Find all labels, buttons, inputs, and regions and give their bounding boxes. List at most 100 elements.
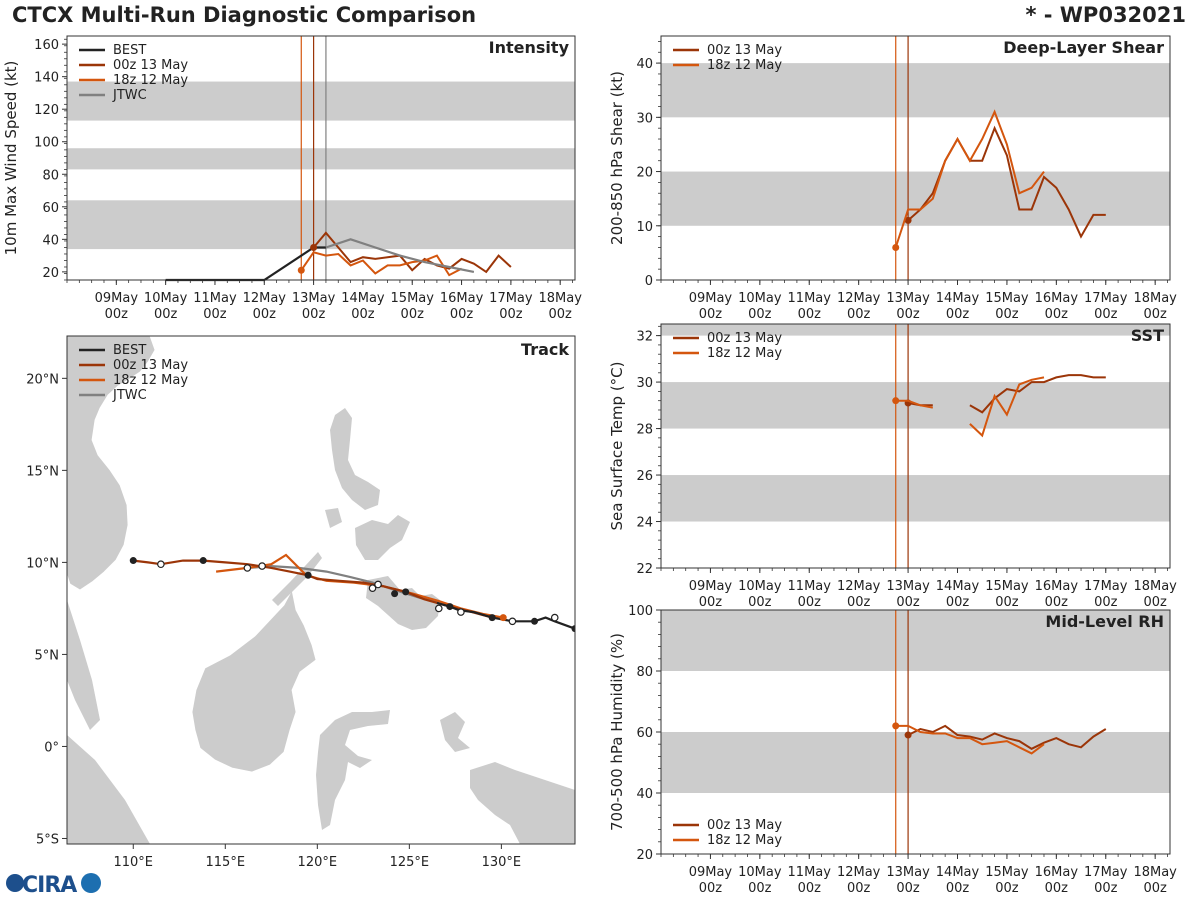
rh-x-tick-day: 10May bbox=[738, 865, 782, 880]
shear-x-tick-hour: 00z bbox=[1045, 307, 1069, 322]
track-marker-filled bbox=[304, 571, 312, 579]
intensity-y-tick-label: 100 bbox=[34, 136, 59, 151]
land-sulawesi bbox=[316, 710, 390, 830]
intensity-x-tick-hour: 00z bbox=[154, 307, 178, 322]
intensity-legend-label: BEST bbox=[113, 43, 146, 58]
land-palawan bbox=[272, 552, 322, 606]
land-halmahera bbox=[440, 712, 470, 752]
rh-legend-label: 18z 12 May bbox=[707, 833, 782, 848]
shear-x-tick-hour: 00z bbox=[1143, 307, 1167, 322]
intensity-x-tick-day: 10May bbox=[144, 291, 188, 306]
shear-x-tick-day: 15May bbox=[985, 291, 1029, 306]
shear-legend-label: 00z 13 May bbox=[707, 43, 782, 58]
sst-legend-label: 00z 13 May bbox=[707, 331, 782, 346]
intensity-y-tick-label: 60 bbox=[42, 201, 59, 216]
intensity-x-tick-day: 17May bbox=[489, 291, 533, 306]
shear-y-tick-label: 0 bbox=[645, 274, 653, 289]
intensity-legend-label: 00z 13 May bbox=[113, 58, 188, 73]
rh-x-tick-day: 16May bbox=[1035, 865, 1079, 880]
intensity-x-tick-day: 09May bbox=[95, 291, 139, 306]
track-panel-title: Track bbox=[521, 340, 569, 359]
track-legend-label: 00z 13 May bbox=[113, 358, 188, 373]
rh-x-tick-hour: 00z bbox=[847, 881, 871, 896]
land-visayas bbox=[355, 515, 410, 560]
track-x-tick-label: 125°E bbox=[390, 855, 430, 870]
sst-y-tick-label: 26 bbox=[636, 469, 653, 484]
intensity-legend-label: 18z 12 May bbox=[113, 73, 188, 88]
intensity-start-marker-18z bbox=[297, 266, 305, 274]
shear-x-tick-day: 16May bbox=[1035, 291, 1079, 306]
land-new-guinea bbox=[470, 762, 575, 844]
intensity-y-tick-label: 140 bbox=[34, 71, 59, 86]
track-y-tick-label: 5°N bbox=[35, 648, 60, 663]
intensity-y-tick-label: 160 bbox=[34, 38, 59, 53]
cira-logo-globe bbox=[6, 874, 24, 892]
rh-panel-title: Mid-Level RH bbox=[1045, 612, 1164, 631]
cira-logo-text: CIRA bbox=[22, 873, 77, 898]
sst-x-tick-day: 11May bbox=[788, 579, 832, 594]
rh-x-tick-day: 13May bbox=[886, 865, 930, 880]
rh-panel: 2040608010009May00z10May00z11May00z12May… bbox=[608, 604, 1177, 896]
rh-start-marker-00z bbox=[904, 731, 912, 739]
track-legend-label: JTWC bbox=[112, 388, 147, 403]
sst-x-tick-day: 17May bbox=[1084, 579, 1128, 594]
rh-x-tick-day: 09May bbox=[689, 865, 733, 880]
shear-y-tick-label: 40 bbox=[636, 57, 653, 72]
intensity-x-tick-hour: 00z bbox=[450, 307, 474, 322]
sst-x-tick-day: 09May bbox=[689, 579, 733, 594]
sst-shaded-band bbox=[661, 475, 1170, 522]
rh-start-marker-18z bbox=[892, 722, 900, 730]
sst-start-marker-18z bbox=[892, 397, 900, 405]
intensity-series-18z bbox=[300, 251, 463, 277]
rh-shaded-band bbox=[661, 732, 1170, 793]
intensity-x-tick-hour: 00z bbox=[105, 307, 129, 322]
sst-x-tick-hour: 00z bbox=[1094, 595, 1118, 610]
shear-x-tick-hour: 00z bbox=[748, 307, 772, 322]
cira-logo: CIRA bbox=[6, 873, 101, 898]
sst-x-tick-day: 15May bbox=[985, 579, 1029, 594]
intensity-y-tick-label: 80 bbox=[42, 168, 59, 183]
shear-start-marker-18z bbox=[892, 243, 900, 251]
track-marker-open bbox=[550, 613, 559, 622]
rh-y-tick-label: 20 bbox=[636, 848, 653, 863]
track-marker-open bbox=[434, 604, 443, 613]
sst-x-tick-hour: 00z bbox=[798, 595, 822, 610]
intensity-x-tick-hour: 00z bbox=[351, 307, 375, 322]
intensity-y-tick-label: 40 bbox=[42, 233, 59, 248]
sst-x-tick-hour: 00z bbox=[748, 595, 772, 610]
rh-x-tick-hour: 00z bbox=[1143, 881, 1167, 896]
track-y-tick-label: 20°N bbox=[26, 372, 59, 387]
sst-x-tick-hour: 00z bbox=[896, 595, 920, 610]
sst-series-18z bbox=[895, 399, 933, 409]
sst-series-18z bbox=[969, 376, 1045, 438]
intensity-x-tick-day: 14May bbox=[341, 291, 385, 306]
shear-y-tick-label: 10 bbox=[636, 220, 653, 235]
track-x-tick-label: 120°E bbox=[298, 855, 338, 870]
track-legend-label: 18z 12 May bbox=[113, 373, 188, 388]
rh-y-tick-label: 80 bbox=[636, 665, 653, 680]
track-marker-filled bbox=[488, 614, 496, 622]
track-lines bbox=[129, 553, 575, 633]
intensity-series-jtwc bbox=[325, 238, 475, 273]
sst-panel-title: SST bbox=[1131, 326, 1164, 345]
track-marker-filled bbox=[391, 590, 399, 598]
cira-logo-seal bbox=[81, 873, 101, 893]
shear-x-tick-hour: 00z bbox=[798, 307, 822, 322]
rh-x-tick-day: 15May bbox=[985, 865, 1029, 880]
rh-x-tick-hour: 00z bbox=[946, 881, 970, 896]
track-marker-filled bbox=[531, 617, 539, 625]
shear-x-tick-hour: 00z bbox=[699, 307, 723, 322]
shear-x-tick-day: 17May bbox=[1084, 291, 1128, 306]
intensity-x-tick-hour: 00z bbox=[253, 307, 277, 322]
sst-y-tick-label: 32 bbox=[636, 330, 653, 345]
intensity-y-axis-label: 10m Max Wind Speed (kt) bbox=[2, 61, 20, 256]
intensity-frame bbox=[66, 35, 576, 281]
rh-y-tick-label: 60 bbox=[636, 726, 653, 741]
track-marker-filled bbox=[129, 557, 137, 565]
map-land bbox=[67, 336, 575, 844]
rh-x-tick-hour: 00z bbox=[748, 881, 772, 896]
track-marker-filled bbox=[446, 603, 454, 611]
rh-x-tick-day: 12May bbox=[837, 865, 881, 880]
sst-x-tick-day: 16May bbox=[1035, 579, 1079, 594]
